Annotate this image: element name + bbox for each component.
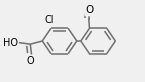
Text: O: O — [85, 5, 94, 15]
Text: HO: HO — [3, 38, 18, 48]
Text: Cl: Cl — [45, 15, 54, 25]
Text: O: O — [26, 56, 34, 66]
